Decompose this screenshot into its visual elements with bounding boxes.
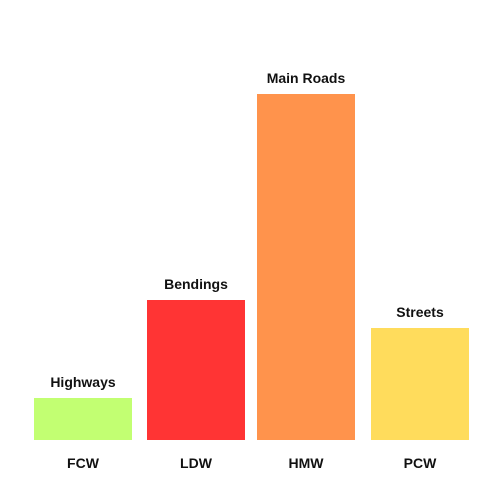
bar-pcw — [371, 328, 469, 440]
bar-labels-layer: Highways Bendings Main Roads Streets — [50, 70, 444, 390]
bar-label-hmw: Main Roads — [267, 70, 346, 86]
bar-fcw — [34, 398, 132, 440]
bars-layer — [34, 94, 469, 440]
bar-label-fcw: Highways — [50, 374, 116, 390]
bar-ldw — [147, 300, 245, 440]
x-tick-label-fcw: FCW — [67, 455, 100, 471]
bar-label-pcw: Streets — [396, 304, 444, 320]
x-tick-label-ldw: LDW — [180, 455, 213, 471]
x-tick-label-hmw: HMW — [289, 455, 325, 471]
x-tick-label-pcw: PCW — [404, 455, 437, 471]
bar-label-ldw: Bendings — [164, 276, 228, 292]
bar-hmw — [257, 94, 355, 440]
x-tick-labels: FCW LDW HMW PCW — [67, 455, 437, 471]
